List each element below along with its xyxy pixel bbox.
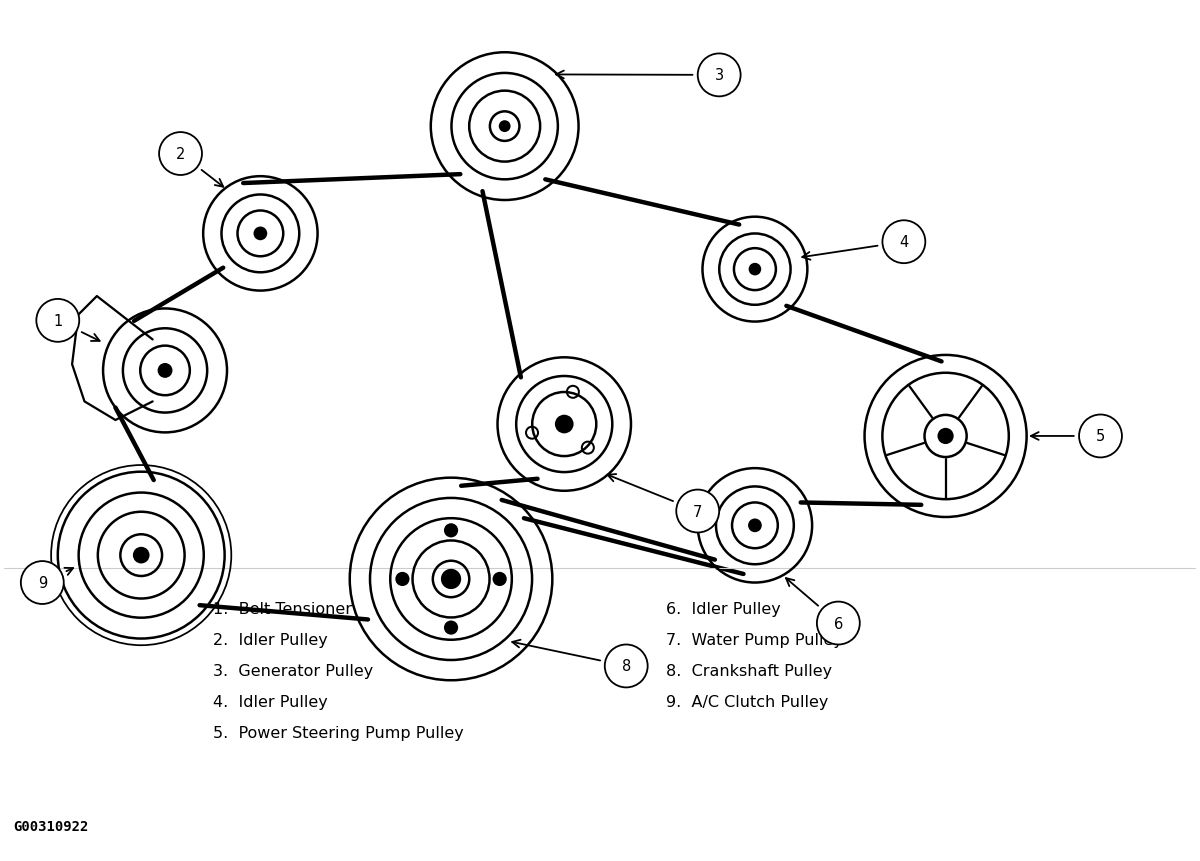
Text: 7.  Water Pump Pulley: 7. Water Pump Pulley: [666, 632, 842, 647]
Circle shape: [1079, 415, 1122, 458]
Circle shape: [36, 300, 79, 343]
Text: 2.  Idler Pulley: 2. Idler Pulley: [212, 632, 328, 647]
Circle shape: [554, 415, 574, 434]
Circle shape: [817, 602, 859, 645]
Circle shape: [882, 221, 925, 263]
Circle shape: [20, 561, 64, 604]
Circle shape: [937, 429, 954, 444]
Text: 3.  Generator Pulley: 3. Generator Pulley: [212, 663, 373, 678]
Circle shape: [444, 621, 458, 635]
Circle shape: [605, 645, 648, 688]
Circle shape: [697, 54, 740, 97]
Text: 4.  Idler Pulley: 4. Idler Pulley: [212, 694, 328, 709]
Circle shape: [160, 133, 202, 176]
Text: 9: 9: [37, 575, 47, 591]
Circle shape: [444, 523, 458, 538]
Text: 9.  A/C Clutch Pulley: 9. A/C Clutch Pulley: [666, 694, 828, 709]
Circle shape: [748, 519, 762, 533]
Text: 1: 1: [53, 313, 62, 329]
Circle shape: [157, 363, 173, 379]
Circle shape: [440, 569, 461, 590]
Circle shape: [395, 573, 409, 586]
Text: G00310922: G00310922: [13, 819, 89, 833]
Circle shape: [499, 121, 510, 133]
Text: 3: 3: [715, 68, 724, 84]
Circle shape: [253, 227, 268, 241]
Circle shape: [492, 573, 506, 586]
Text: 4: 4: [899, 235, 908, 250]
Circle shape: [924, 415, 967, 457]
Text: 2: 2: [176, 147, 185, 162]
Circle shape: [749, 263, 761, 276]
Text: 6: 6: [834, 616, 842, 631]
Text: 7: 7: [694, 504, 702, 519]
Text: 1.  Belt Tensioner: 1. Belt Tensioner: [212, 601, 352, 616]
Circle shape: [133, 547, 150, 564]
Text: 5: 5: [1096, 429, 1105, 444]
Text: 6.  Idler Pulley: 6. Idler Pulley: [666, 601, 780, 616]
Text: 5.  Power Steering Pump Pulley: 5. Power Steering Pump Pulley: [212, 725, 463, 740]
Text: 8: 8: [622, 659, 631, 673]
Circle shape: [677, 490, 719, 533]
Text: 8.  Crankshaft Pulley: 8. Crankshaft Pulley: [666, 663, 832, 678]
